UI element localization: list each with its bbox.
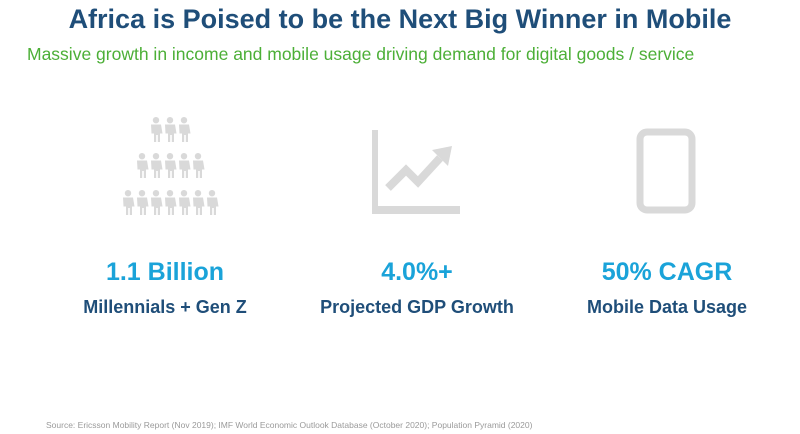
- source-footnote: Source: Ericsson Mobility Report (Nov 20…: [46, 420, 533, 430]
- stat-value: 1.1 Billion: [105, 258, 225, 286]
- slide-title: Africa is Poised to be the Next Big Winn…: [68, 4, 732, 34]
- stat-gdp-growth: 4.0%+ Projected GDP Growth: [287, 257, 547, 319]
- stat-value: 50% CAGR: [601, 258, 733, 286]
- stat-millennials: 1.1 Billion Millennials + Gen Z: [35, 257, 295, 319]
- slide-subtitle: Massive growth in income and mobile usag…: [27, 44, 695, 64]
- stat-label: Projected GDP Growth: [320, 297, 514, 317]
- growth-chart-icon: [372, 130, 462, 214]
- stat-value: 4.0%+: [381, 258, 453, 286]
- mobile-phone-icon: [636, 128, 696, 214]
- stat-mobile-data: 50% CAGR Mobile Data Usage: [537, 257, 797, 319]
- people-pyramid-icon: [120, 116, 220, 224]
- stat-label: Mobile Data Usage: [586, 297, 748, 317]
- stat-label: Millennials + Gen Z: [83, 297, 247, 317]
